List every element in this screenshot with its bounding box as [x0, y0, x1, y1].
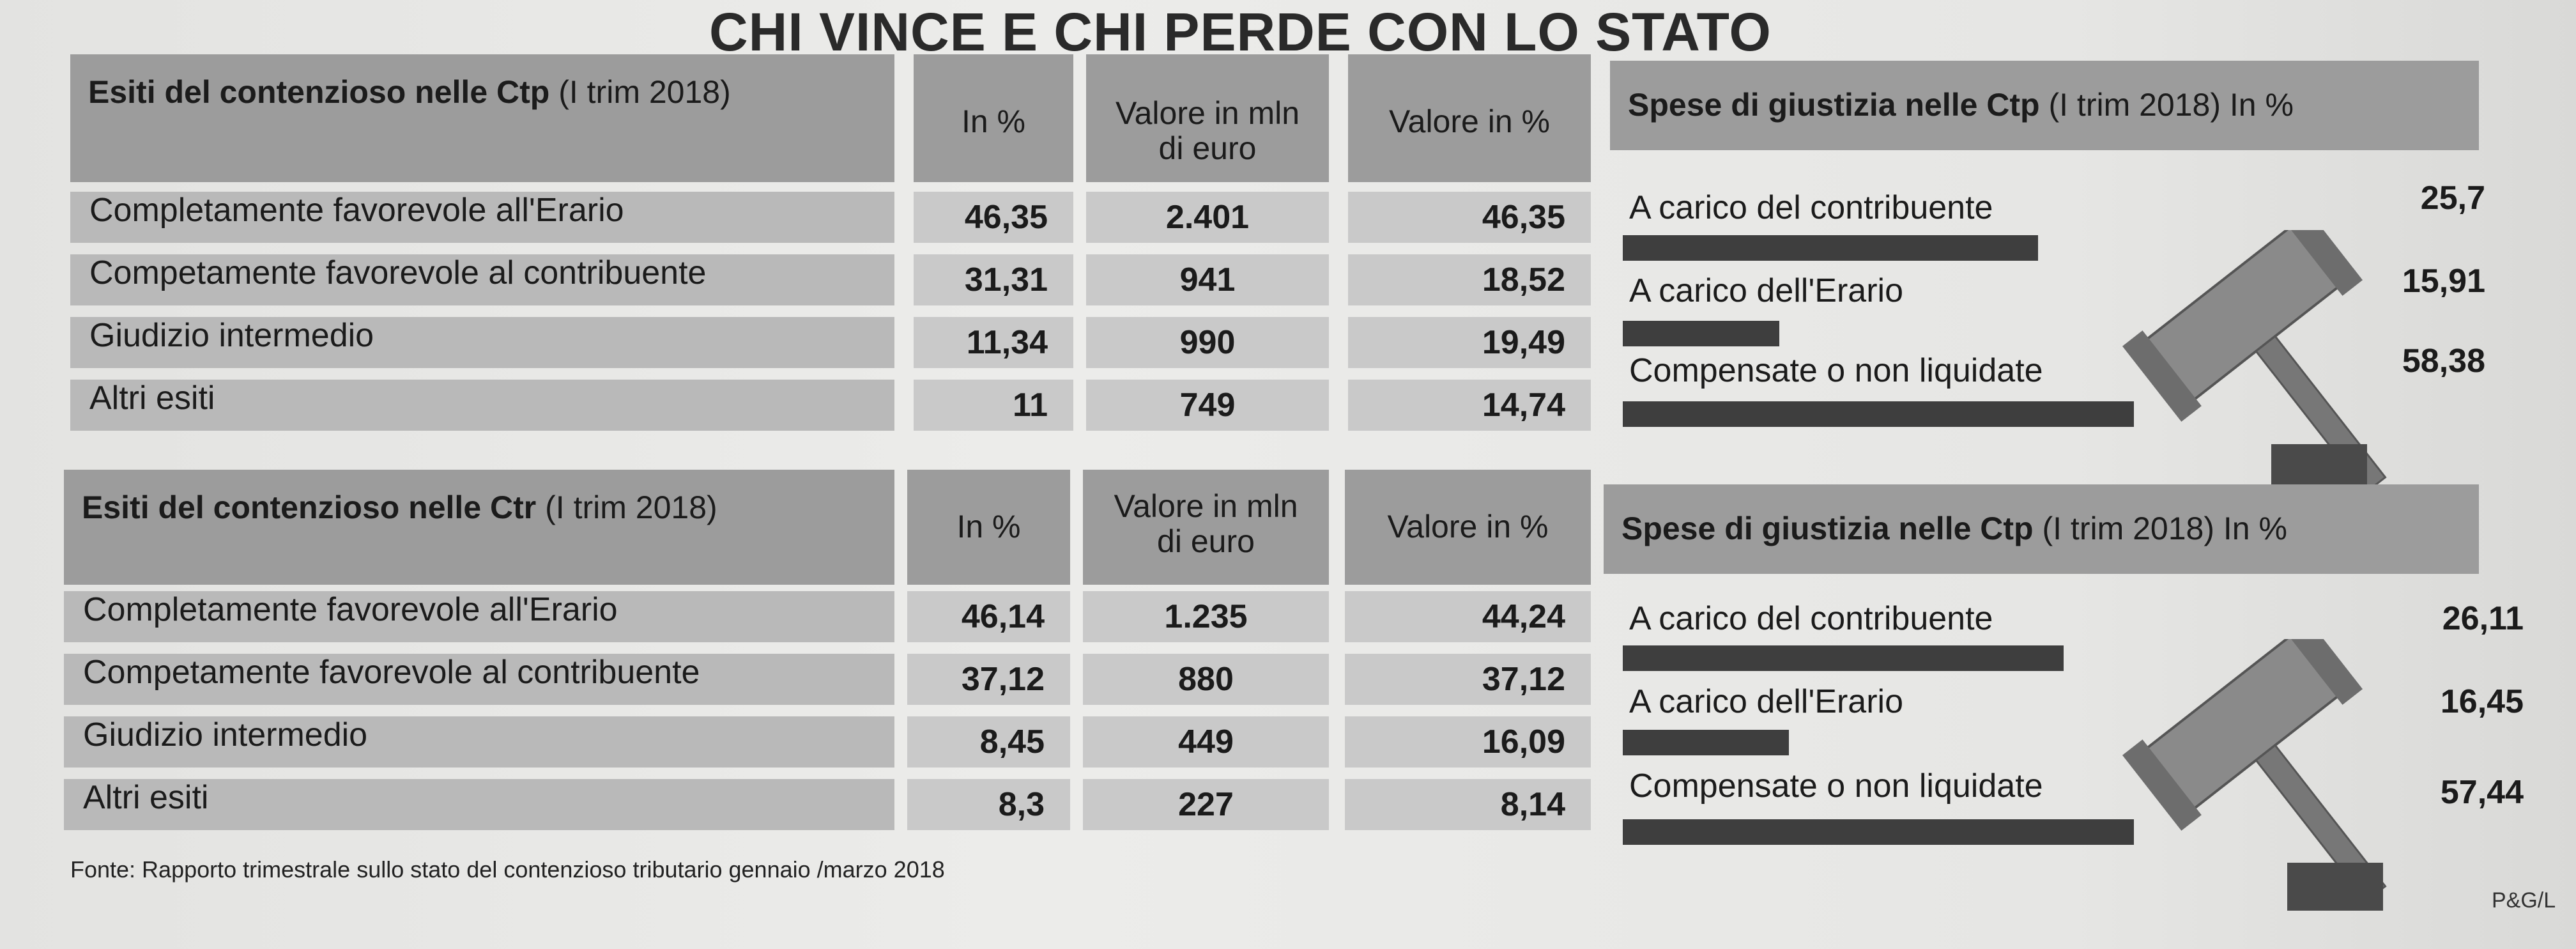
table-cell-pct: 11,34 — [914, 317, 1073, 368]
gavel-icon — [2122, 639, 2387, 911]
spese-item-value: 26,11 — [2442, 600, 2524, 637]
ctp-header-title: Esiti del contenzioso nelle Ctp — [88, 74, 550, 110]
table-cell-pct: 46,35 — [914, 192, 1073, 243]
ctp-col-mln: Valore in mln di euro — [1086, 54, 1329, 182]
table-cell-pct: 8,45 — [907, 716, 1070, 768]
spese-bar — [1623, 321, 1779, 346]
table-cell-mln: 227 — [1083, 779, 1329, 830]
ctr-col-mln-line2: di euro — [1157, 523, 1255, 559]
spese-top-header-title: Spese di giustizia nelle Ctp — [1628, 87, 2040, 123]
spese-item-label: Compensate o non liquidate — [1629, 768, 2043, 805]
table-cell-mln: 2.401 — [1086, 192, 1329, 243]
ctp-col-mln-line2: di euro — [1158, 130, 1257, 166]
spese-item-value: 58,38 — [2402, 343, 2485, 380]
table-row-label: Completamente favorevole all'Erario — [70, 192, 894, 243]
spese-item-label: A carico del contribuente — [1629, 189, 1993, 226]
table-cell-valpct: 19,49 — [1348, 317, 1591, 368]
table-row-label: Competamente favorevole al contribuente — [64, 654, 894, 705]
spese-item-label: Compensate o non liquidate — [1629, 352, 2043, 389]
table-cell-valpct: 44,24 — [1345, 591, 1591, 642]
table-cell-pct: 46,14 — [907, 591, 1070, 642]
page-title: CHI VINCE E CHI PERDE CON LO STATO — [709, 2, 1772, 62]
table-cell-valpct: 8,14 — [1345, 779, 1591, 830]
ctp-col-pct: In % — [914, 54, 1073, 182]
table-cell-mln: 449 — [1083, 716, 1329, 768]
ctr-col-mln: Valore in mln di euro — [1083, 470, 1329, 585]
ctr-col-mln-line1: Valore in mln — [1114, 488, 1298, 524]
table-cell-valpct: 46,35 — [1348, 192, 1591, 243]
table-cell-pct: 37,12 — [907, 654, 1070, 705]
spese-item-value: 16,45 — [2440, 683, 2524, 720]
table-row-label: Giudizio intermedio — [70, 317, 894, 368]
spese-item-label: A carico del contribuente — [1629, 600, 1993, 637]
spese-bottom-header-rest: (I trim 2018) In % — [2042, 511, 2287, 546]
credit-label: P&G/L — [2492, 888, 2556, 913]
ctp-header-period: (I trim 2018) — [558, 74, 731, 110]
ctr-header: Esiti del contenzioso nelle Ctr (I trim … — [64, 470, 894, 585]
table-cell-mln: 990 — [1086, 317, 1329, 368]
table-cell-mln: 1.235 — [1083, 591, 1329, 642]
table-cell-valpct: 14,74 — [1348, 380, 1591, 431]
table-cell-mln: 749 — [1086, 380, 1329, 431]
ctp-header: Esiti del contenzioso nelle Ctp (I trim … — [70, 54, 894, 182]
table-cell-mln: 941 — [1086, 254, 1329, 305]
spese-bottom-header: Spese di giustizia nelle Ctp (I trim 201… — [1604, 484, 2479, 574]
ctr-col-valpct: Valore in % — [1345, 470, 1591, 585]
spese-item-value: 25,7 — [2420, 180, 2485, 217]
gavel-icon — [2122, 230, 2387, 494]
table-row-label: Competamente favorevole al contribuente — [70, 254, 894, 305]
table-row-label: Altri esiti — [70, 380, 894, 431]
spese-bar — [1623, 645, 2064, 671]
table-cell-valpct: 37,12 — [1345, 654, 1591, 705]
spese-bar — [1623, 730, 1789, 755]
ctp-col-valpct: Valore in % — [1348, 54, 1591, 182]
table-row-label: Altri esiti — [64, 779, 894, 830]
spese-item-label: A carico dell'Erario — [1629, 272, 1903, 309]
ctr-col-pct: In % — [907, 470, 1070, 585]
spese-item-value: 15,91 — [2402, 263, 2485, 300]
table-row-label: Completamente favorevole all'Erario — [64, 591, 894, 642]
source-note: Fonte: Rapporto trimestrale sullo stato … — [70, 856, 945, 883]
table-cell-pct: 31,31 — [914, 254, 1073, 305]
table-cell-valpct: 18,52 — [1348, 254, 1591, 305]
table-cell-pct: 8,3 — [907, 779, 1070, 830]
table-row-label: Giudizio intermedio — [64, 716, 894, 768]
table-cell-pct: 11 — [914, 380, 1073, 431]
spese-top-header: Spese di giustizia nelle Ctp (I trim 201… — [1610, 61, 2479, 150]
spese-bottom-header-title: Spese di giustizia nelle Ctp — [1621, 511, 2034, 546]
spese-bar — [1623, 819, 2134, 845]
ctr-header-period: (I trim 2018) — [545, 490, 717, 525]
spese-top-header-rest: (I trim 2018) In % — [2048, 87, 2294, 123]
spese-bar — [1623, 401, 2134, 427]
table-cell-mln: 880 — [1083, 654, 1329, 705]
ctr-header-title: Esiti del contenzioso nelle Ctr — [82, 490, 537, 525]
table-cell-valpct: 16,09 — [1345, 716, 1591, 768]
ctp-col-mln-line1: Valore in mln — [1115, 95, 1300, 131]
spese-item-label: A carico dell'Erario — [1629, 683, 1903, 720]
spese-item-value: 57,44 — [2440, 774, 2524, 811]
spese-bar — [1623, 235, 2038, 261]
